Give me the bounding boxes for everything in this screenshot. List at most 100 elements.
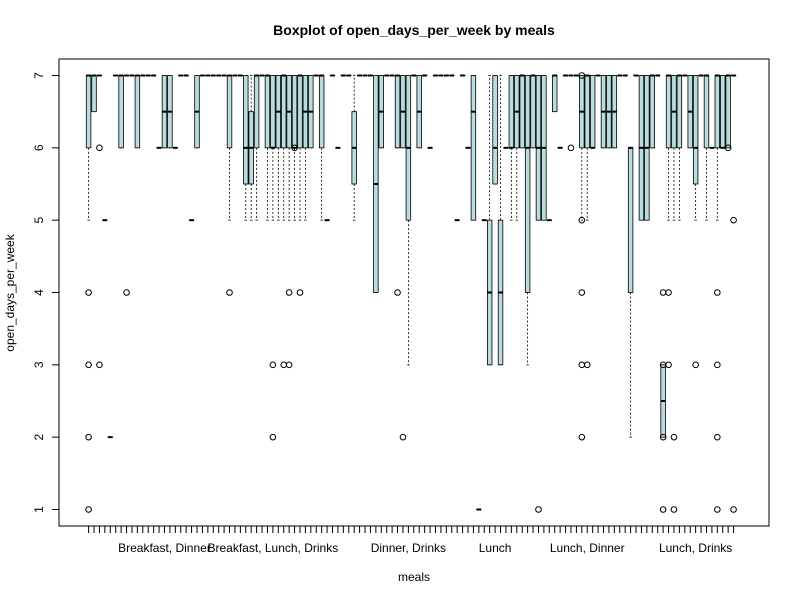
box [85, 75, 92, 149]
outlier-point [567, 144, 575, 152]
box [665, 75, 672, 149]
outlier-point [399, 433, 407, 441]
box-group [123, 74, 130, 296]
box-group [665, 74, 672, 369]
outlier-point [692, 361, 699, 369]
box [270, 75, 276, 149]
box-group [243, 75, 249, 221]
box-group [269, 75, 277, 441]
box-group [724, 74, 732, 152]
box-group [134, 74, 141, 149]
box-group [248, 75, 254, 221]
box [243, 75, 249, 185]
outlier-point [280, 361, 288, 369]
box [118, 75, 124, 149]
box-group [541, 75, 547, 221]
outlier-point [394, 289, 401, 296]
x-tick-label: Dinner, Drinks [371, 541, 446, 555]
outlier-point [730, 506, 737, 513]
box-group [373, 75, 379, 293]
box-group [226, 74, 233, 296]
outlier-point [714, 361, 721, 369]
y-tick-label: 4 [32, 289, 46, 296]
box-group [519, 74, 525, 149]
box-group [692, 75, 699, 369]
box-group [524, 75, 531, 366]
x-tick-label: Lunch, Dinner [550, 541, 625, 555]
box [725, 75, 731, 149]
boxes-group [85, 72, 737, 513]
outlier-point [665, 289, 672, 296]
box [524, 75, 531, 293]
outlier-point [670, 506, 678, 513]
box [649, 75, 655, 149]
box [584, 75, 590, 149]
outlier-point [665, 361, 672, 369]
y-tick-label: 2 [32, 434, 46, 441]
box-group [649, 74, 655, 149]
outlier-point [96, 361, 103, 369]
box [470, 75, 477, 221]
box-group [161, 75, 168, 149]
box-group [264, 74, 271, 221]
box-group [470, 75, 477, 221]
box-group [291, 75, 298, 221]
box-group [583, 74, 591, 369]
box [530, 75, 536, 149]
box [291, 75, 298, 149]
x-tick-label: Lunch, Drinks [659, 541, 732, 555]
box-group [308, 75, 314, 149]
box-group [659, 289, 667, 513]
outlier-point [714, 289, 721, 296]
outlier-point [583, 361, 591, 369]
outlier-point [226, 289, 233, 296]
chart-title: Boxplot of open_days_per_week by meals [273, 22, 555, 38]
box-group [167, 75, 173, 149]
box-group [600, 75, 607, 149]
box-group [351, 75, 357, 221]
outlier-point [85, 433, 92, 441]
box [508, 75, 515, 149]
y-axis-label: open_days_per_week [3, 233, 17, 351]
box [281, 75, 287, 149]
box-group [644, 75, 650, 221]
box [318, 75, 325, 149]
x-tick-label: Breakfast, Dinner [118, 541, 211, 555]
box-group [589, 75, 596, 149]
box-group [91, 74, 97, 113]
box-group [720, 75, 726, 149]
box [714, 75, 721, 149]
box-group [275, 75, 281, 221]
outlier-point [535, 506, 542, 513]
box-group [703, 74, 710, 221]
outlier-point [578, 289, 586, 296]
outlier-point [578, 216, 586, 224]
box [134, 75, 141, 149]
x-tick-label: Breakfast, Lunch, Drinks [208, 541, 339, 555]
box-group [687, 75, 693, 149]
box-group [85, 74, 92, 513]
box [676, 75, 683, 149]
box [253, 75, 260, 149]
box-group [302, 75, 309, 221]
box-group [486, 75, 493, 366]
outlier-point [714, 433, 721, 441]
box [264, 75, 271, 149]
x-axis-label: meals [398, 570, 430, 584]
box-group [606, 75, 612, 149]
box-group [399, 75, 407, 441]
y-tick-label: 3 [32, 361, 46, 368]
y-tick-label: 1 [32, 506, 46, 513]
box [492, 75, 498, 185]
box-group [508, 75, 515, 221]
box-group [492, 75, 498, 185]
outlier-point [123, 289, 130, 296]
outlier-point [578, 361, 586, 369]
box [226, 75, 233, 149]
box-group [611, 75, 618, 149]
outlier-point [578, 433, 586, 441]
y-tick-label: 7 [32, 72, 46, 79]
y-axis: 1 2 3 4 5 6 7 [32, 72, 60, 513]
box-group [676, 74, 683, 221]
